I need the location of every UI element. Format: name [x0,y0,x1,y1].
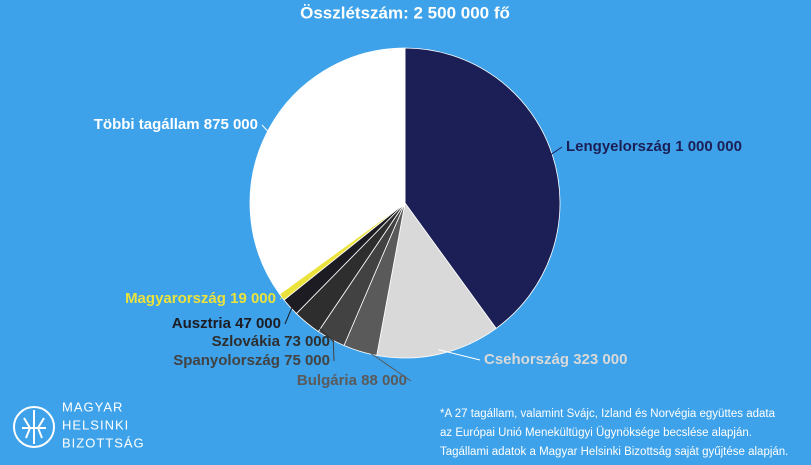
leader-line [309,319,335,343]
pie-slice [249,47,406,295]
logo-text: HELSINKI [62,417,129,432]
slice-value: 875 000 [204,116,258,133]
logo-icon [13,406,55,448]
slice-category: Magyarország [125,290,226,307]
slice-label: Ausztria 47 000 [172,315,281,332]
slice-value: 19 000 [230,290,276,307]
slice-category: Többi tagállam [94,116,200,133]
slice-category: Ausztria [172,315,232,332]
leader-line [438,349,481,361]
logo-text: MAGYAR [62,399,123,414]
leader-line [332,335,335,362]
pie-slice [376,202,497,359]
slice-label: Lengyelország 1 000 000 [566,138,742,155]
slice-value: 1 000 000 [675,138,742,155]
slice-category: Spanyolország [173,352,280,369]
slice-label: Szlovákia 73 000 [212,333,330,350]
leader-line [284,303,294,325]
slice-label: Csehország 323 000 [484,351,627,368]
slice-category: Lengyelország [566,138,671,155]
slice-value: 323 000 [573,351,627,368]
footnote: *A 27 tagállam, valamint Svájc, Izland é… [440,408,776,420]
leader-line [361,346,412,382]
leader-line [261,124,272,136]
footnote: Tagállami adatok a Magyar Helsinki Bizot… [440,446,788,458]
slice-label: Bulgária 88 000 [297,372,407,389]
leader-line [547,146,563,157]
slice-category: Bulgária [297,372,358,389]
leader-line [279,293,286,300]
slice-value: 73 000 [284,333,330,350]
slice-label: Spanyolország 75 000 [173,352,330,369]
slice-value: 88 000 [361,372,407,389]
slice-label: Többi tagállam 875 000 [94,116,258,133]
slice-value: 75 000 [284,352,330,369]
pie-slice [404,47,561,329]
logo-text: BIZOTTSÁG [62,435,145,450]
slice-category: Szlovákia [212,333,281,350]
chart-title: Összlétszám: 2 500 000 fő [300,3,510,22]
slice-category: Csehország [484,351,569,368]
slice-label: Magyarország 19 000 [125,290,276,307]
slice-value: 47 000 [235,315,281,332]
footnote: az Európai Unió Menekültügyi Ügynöksége … [440,427,752,439]
